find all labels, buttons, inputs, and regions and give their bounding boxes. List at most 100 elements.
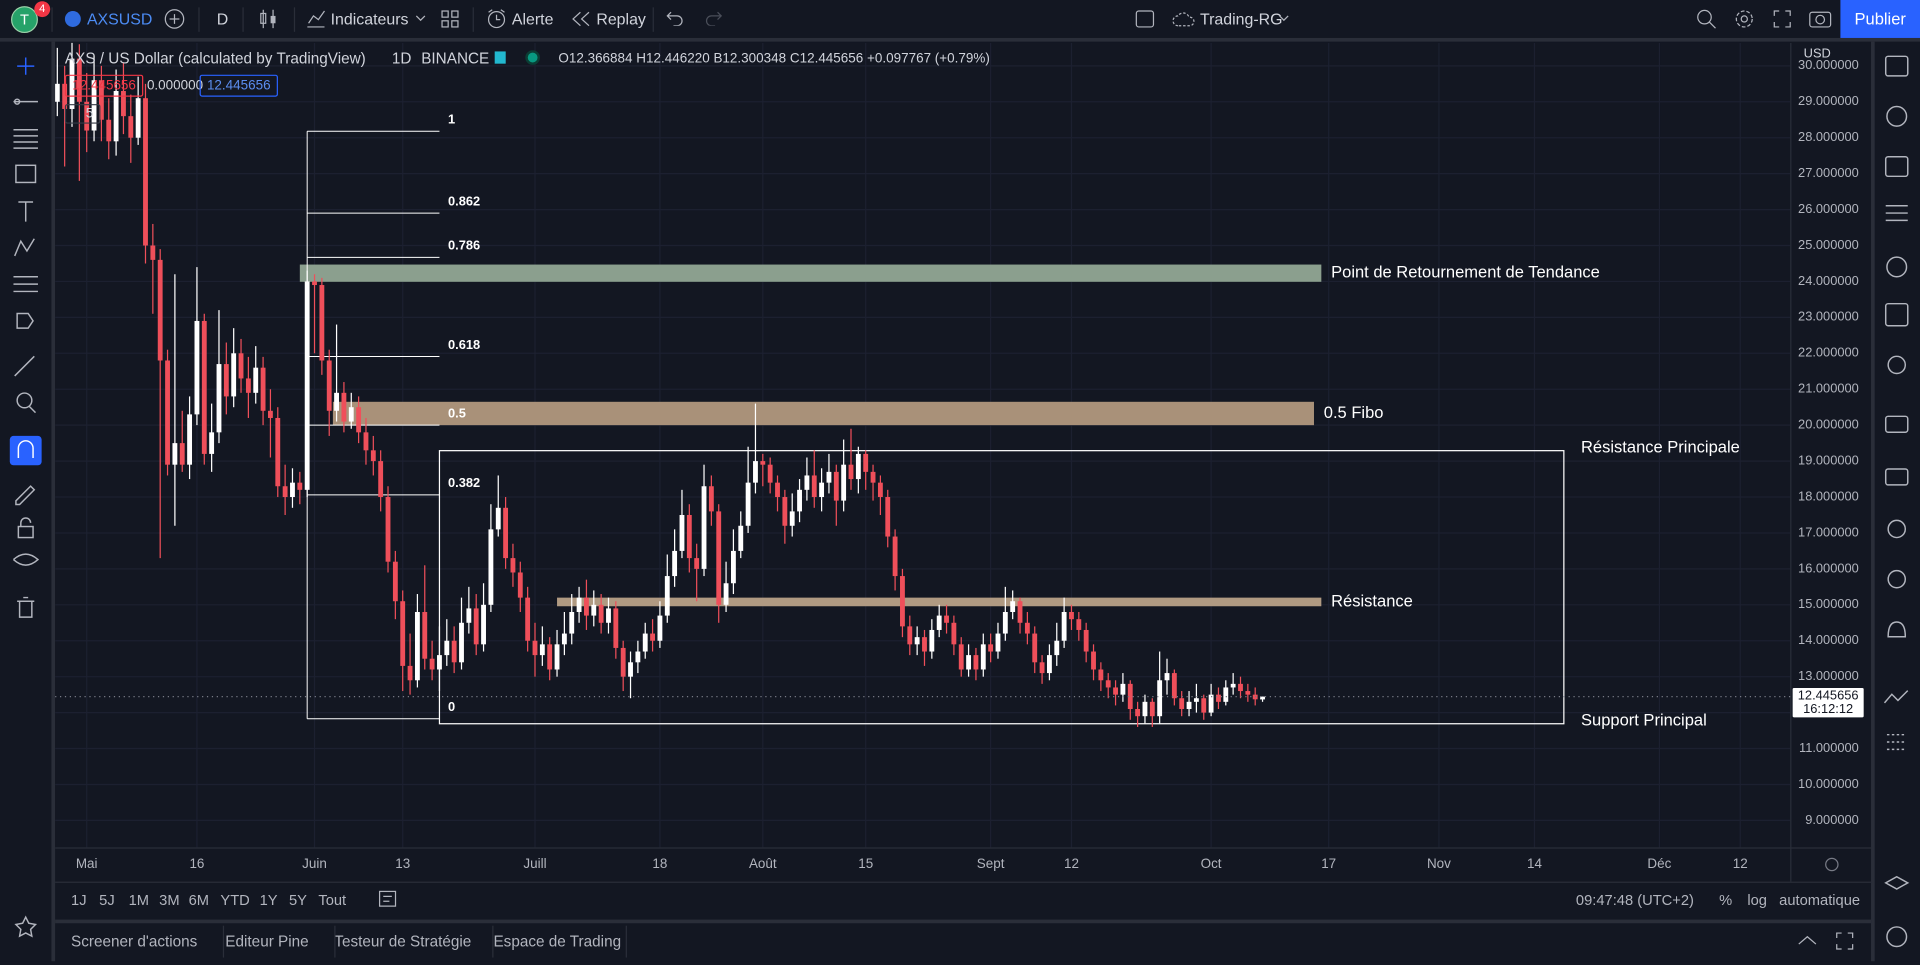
candle-body: [385, 497, 391, 562]
range-button[interactable]: 1J: [71, 891, 87, 909]
fullscreen-icon[interactable]: [1773, 10, 1791, 28]
ruler-tool[interactable]: [14, 355, 35, 377]
forecast-tool[interactable]: [13, 276, 38, 293]
snapshot-icon[interactable]: [1809, 9, 1832, 29]
ask-price[interactable]: 12.445656: [199, 74, 278, 97]
news-icon[interactable]: [1884, 156, 1909, 178]
candle-body: [1039, 662, 1045, 674]
indicators-toggle[interactable]: 5: [64, 104, 101, 124]
range-button[interactable]: 1M: [128, 891, 149, 909]
candle-body: [1223, 687, 1229, 702]
dropdown-icon[interactable]: [1278, 15, 1289, 22]
candle-body: [1164, 673, 1170, 681]
symbol[interactable]: AXSUSD: [86, 9, 153, 29]
candle-body: [1061, 612, 1067, 641]
streams-icon[interactable]: [1887, 569, 1907, 589]
candle-body: [400, 601, 406, 666]
pattern-tool[interactable]: [14, 238, 35, 257]
search-icon[interactable]: [1696, 9, 1717, 30]
notifications-icon[interactable]: [1887, 621, 1907, 638]
zoom-tool[interactable]: [16, 392, 33, 409]
remove-tool[interactable]: [17, 596, 35, 618]
add-symbol-icon[interactable]: [164, 9, 185, 30]
auto-toggle[interactable]: automatique: [1779, 891, 1861, 909]
candle-body: [980, 644, 986, 670]
cursor-tool[interactable]: [17, 57, 35, 75]
candle-body: [297, 482, 303, 490]
interval[interactable]: D: [216, 9, 229, 29]
ideas-icon[interactable]: [1887, 355, 1907, 375]
bottom-tab[interactable]: Espace de Trading: [493, 933, 622, 951]
shape-tool[interactable]: [15, 164, 37, 184]
object-tree-icon[interactable]: [1884, 875, 1910, 890]
bid-price[interactable]: 12.445656: [64, 74, 144, 97]
keep-drawing-tool[interactable]: [15, 485, 36, 506]
bottom-tab[interactable]: Screener d'actions: [71, 933, 198, 951]
dropdown-icon[interactable]: [415, 15, 426, 22]
calendar-icon[interactable]: [1884, 302, 1909, 327]
collapse-icon[interactable]: [1798, 934, 1818, 946]
trading-icon[interactable]: [1883, 690, 1909, 704]
dom-icon[interactable]: [1886, 733, 1907, 751]
date-range-icon[interactable]: [378, 890, 397, 907]
fib-tool[interactable]: [13, 129, 38, 149]
range-button[interactable]: 6M: [188, 891, 209, 909]
hide-tool[interactable]: [12, 553, 40, 566]
indicators-button[interactable]: Indicateurs: [330, 9, 409, 29]
layout-name[interactable]: Trading-RG: [1200, 9, 1283, 29]
range-button[interactable]: 3M: [159, 891, 180, 909]
maximize-icon[interactable]: [1836, 932, 1854, 950]
alert-button[interactable]: Alerte: [511, 9, 554, 29]
avatar[interactable]: T: [11, 6, 38, 34]
clock: 09:47:48 (UTC+2): [1575, 891, 1694, 909]
candle-body: [708, 486, 714, 512]
bottom-tab[interactable]: Editeur Pine: [225, 933, 309, 951]
layouts-icon[interactable]: [441, 10, 459, 28]
redo-icon[interactable]: [705, 11, 723, 26]
bottom-panel: [55, 919, 1872, 965]
tips-icon[interactable]: [1887, 519, 1907, 539]
candle-body: [760, 461, 766, 465]
settings-icon[interactable]: [1734, 9, 1755, 30]
chat-icon[interactable]: [1884, 415, 1909, 433]
range-button[interactable]: 5Y: [288, 891, 307, 909]
publish-button[interactable]: Publier: [1840, 0, 1920, 38]
lock-tool[interactable]: [17, 525, 34, 539]
separator: [222, 925, 225, 958]
change-value: +0.097767 (+0.79%): [867, 51, 990, 67]
messages-icon[interactable]: [1884, 468, 1909, 486]
hotlist-icon[interactable]: [1886, 256, 1908, 278]
icon-tool[interactable]: [16, 312, 34, 329]
candle-body: [613, 608, 619, 648]
candle-body: [55, 83, 60, 102]
text-tool[interactable]: [18, 201, 34, 222]
open-label: O: [558, 51, 569, 67]
alert-icon[interactable]: [486, 9, 507, 30]
undo-icon[interactable]: [666, 11, 683, 26]
select-layout-icon[interactable]: [1135, 10, 1155, 28]
candle-body: [348, 407, 354, 422]
alerts-icon[interactable]: [1886, 105, 1908, 127]
percent-toggle[interactable]: %: [1719, 891, 1733, 909]
candle-body: [914, 637, 920, 645]
chart-type-icon[interactable]: [258, 9, 278, 30]
low-value: 12.300348: [722, 51, 787, 67]
watchlist-icon[interactable]: [1884, 55, 1909, 77]
separator: [492, 925, 494, 958]
favorites-icon[interactable]: [14, 915, 38, 938]
range-button[interactable]: YTD: [220, 891, 250, 909]
replay-button[interactable]: Replay: [596, 9, 646, 29]
range-button[interactable]: Tout: [318, 891, 347, 909]
range-button[interactable]: 5J: [99, 891, 115, 909]
range-button[interactable]: 1Y: [259, 891, 278, 909]
candle-body: [973, 655, 979, 670]
log-toggle[interactable]: log: [1747, 891, 1767, 909]
replay-icon[interactable]: [572, 11, 590, 27]
help-icon[interactable]: [1886, 926, 1908, 948]
data-window-icon[interactable]: [1885, 204, 1908, 222]
indicators-icon[interactable]: [306, 9, 326, 29]
zone: [332, 401, 1314, 426]
top-bar: [0, 0, 1920, 42]
zone-label: Résistance: [1331, 591, 1413, 610]
bottom-tab[interactable]: Testeur de Stratégie: [334, 933, 472, 951]
